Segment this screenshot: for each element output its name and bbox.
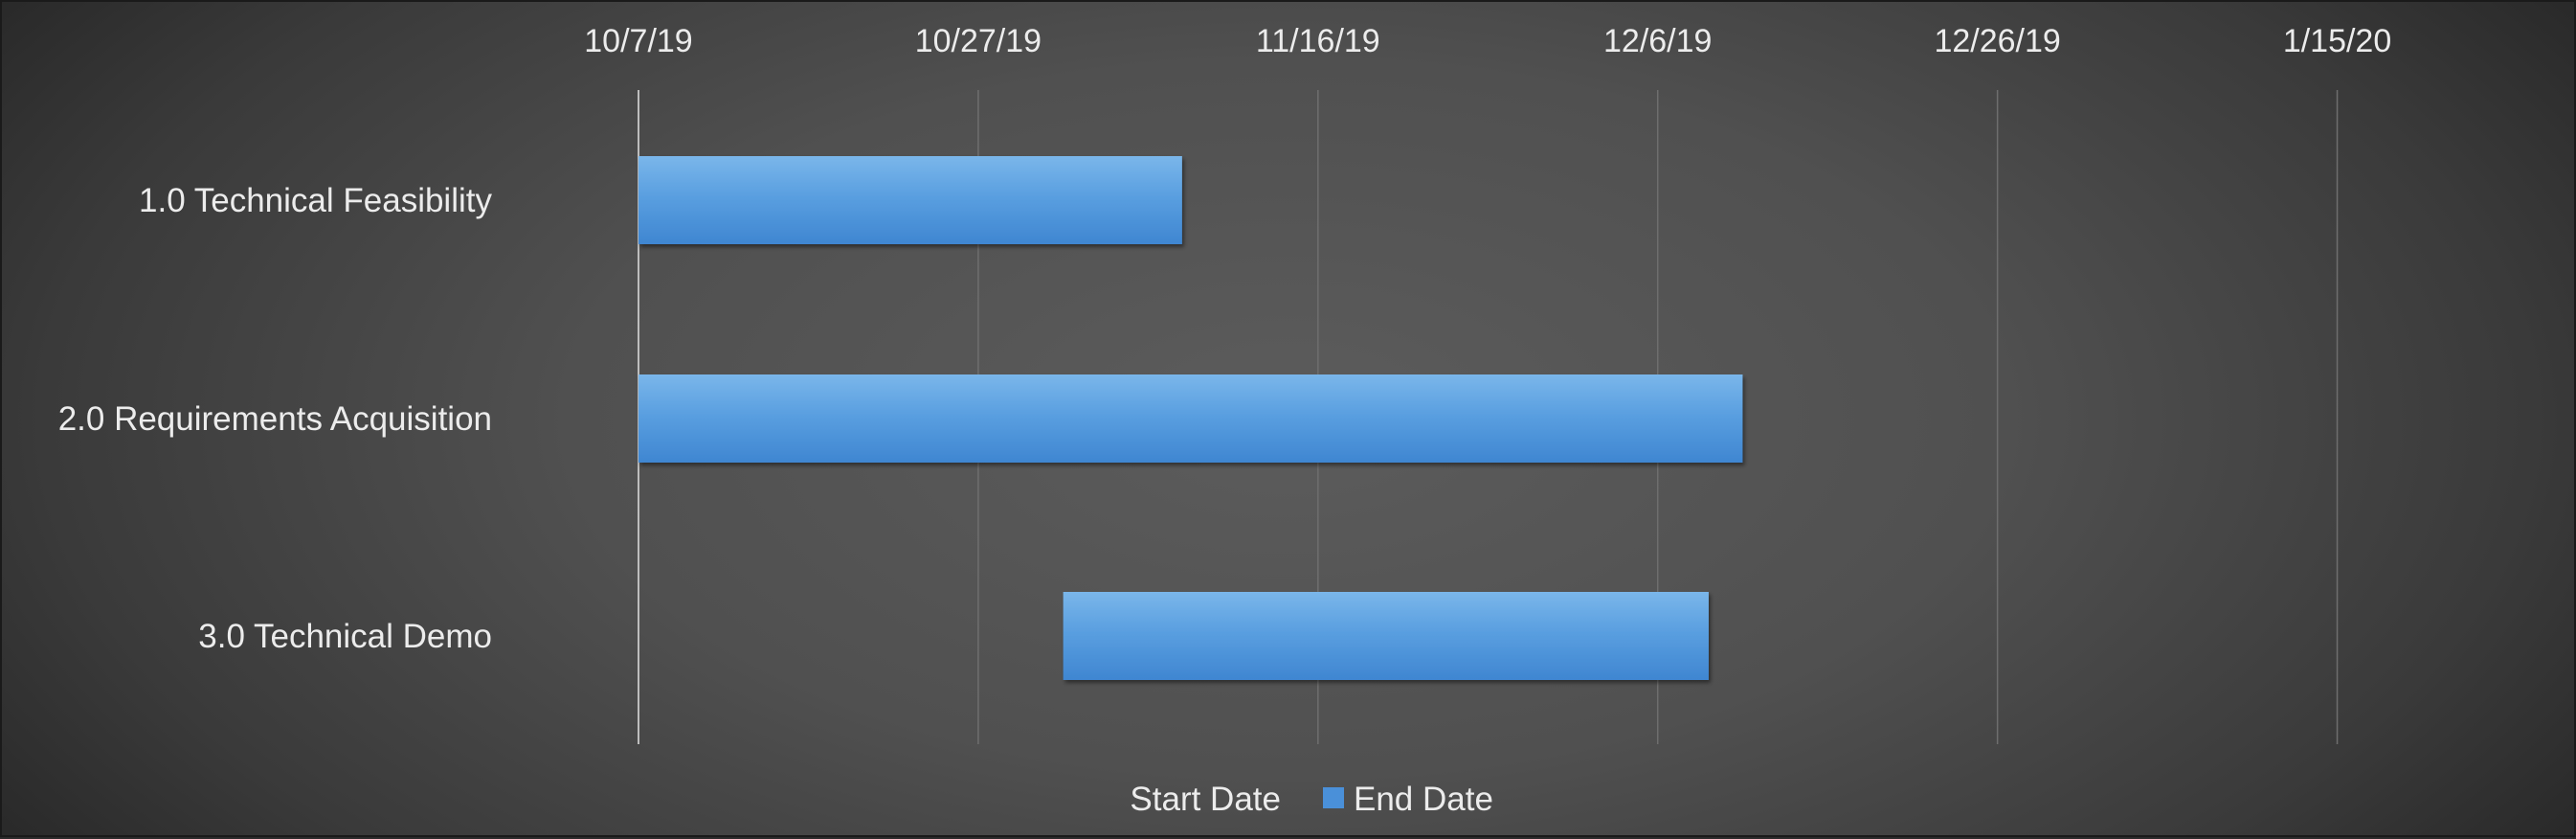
x-tick-label: 10/7/19 (584, 23, 692, 59)
category-axis: 1.0 Technical Feasibility 2.0 Requirement… (58, 182, 493, 655)
legend-swatch-end-date (1323, 787, 1344, 808)
x-tick-label: 12/6/19 (1603, 23, 1712, 59)
category-label: 2.0 Requirements Acquisition (58, 400, 492, 438)
x-tick-label: 10/27/19 (915, 23, 1042, 59)
legend: Start Date End Date (1130, 781, 1493, 818)
gantt-bar (638, 156, 1182, 244)
legend-label-end-date: End Date (1354, 781, 1493, 818)
category-label: 1.0 Technical Feasibility (139, 182, 492, 219)
gantt-bar (1063, 592, 1709, 680)
x-tick-label: 12/26/19 (1934, 23, 2060, 59)
bars (638, 156, 1743, 680)
x-tick-label: 11/16/19 (1256, 23, 1380, 59)
gantt-bar (638, 374, 1743, 463)
x-tick-label: 1/15/20 (2283, 23, 2391, 59)
legend-label-start-date: Start Date (1130, 781, 1281, 818)
date-axis: 10/7/19 10/27/19 11/16/19 12/6/19 12/26/19 1/… (584, 23, 2391, 59)
category-label: 3.0 Technical Demo (198, 618, 492, 655)
